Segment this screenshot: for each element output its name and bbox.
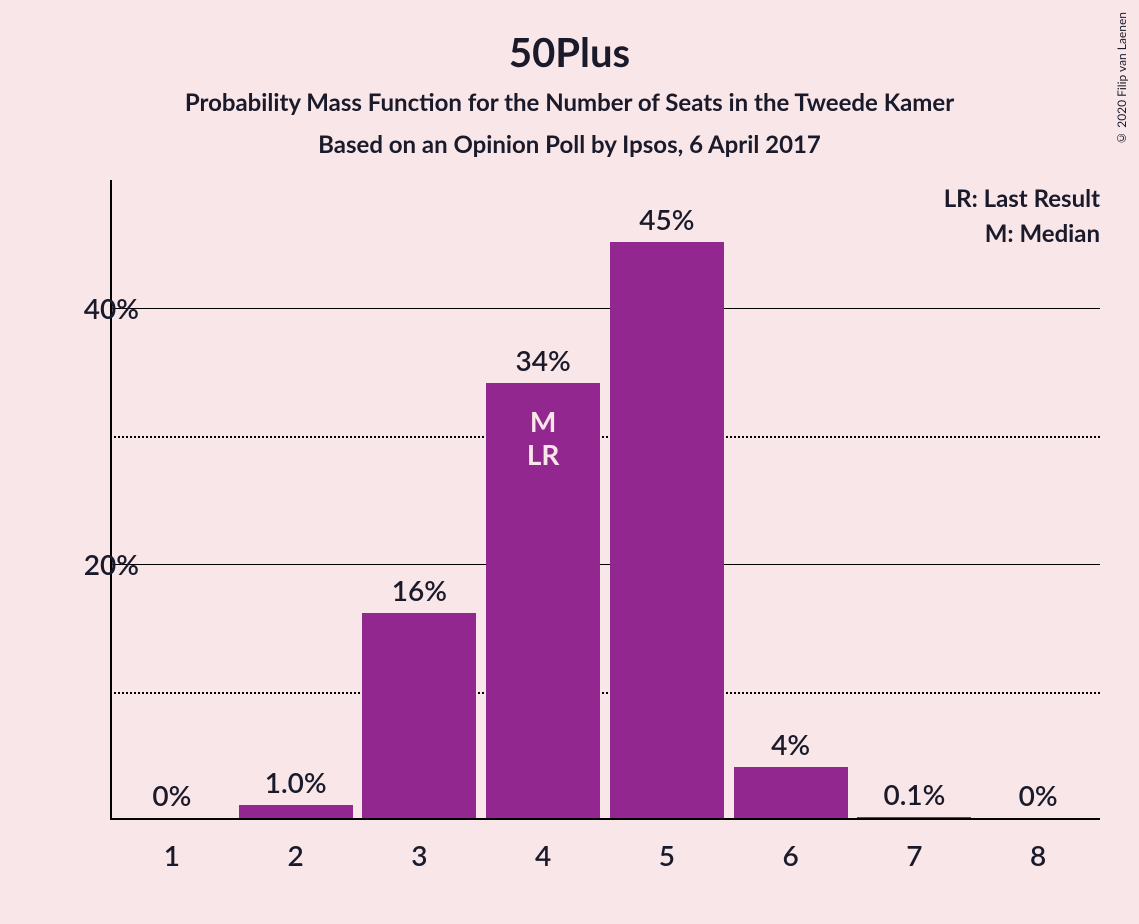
legend-m: M: Median — [944, 219, 1100, 248]
bar-inner-label: MLR — [527, 405, 560, 472]
bar — [734, 767, 848, 818]
x-tick-label: 1 — [164, 838, 180, 872]
legend-lr: LR: Last Result — [944, 184, 1100, 213]
bar-value-label: 34% — [516, 343, 571, 377]
x-tick-label: 8 — [1030, 838, 1046, 872]
y-axis — [110, 180, 112, 820]
bar-value-label: 0% — [152, 778, 191, 812]
bar-value-label: 1.0% — [265, 765, 327, 799]
gridline-major — [110, 564, 1100, 565]
legend: LR: Last Result M: Median — [944, 184, 1100, 254]
x-tick-label: 2 — [288, 838, 304, 872]
x-tick-label: 5 — [659, 838, 675, 872]
bar-value-label: 4% — [771, 727, 810, 761]
gridline-minor — [110, 692, 1100, 694]
bar-value-label: 0% — [1019, 778, 1058, 812]
x-tick-label: 6 — [783, 838, 799, 872]
y-tick-label: 40% — [84, 291, 139, 325]
bar-value-label: 16% — [392, 573, 447, 607]
y-tick-label: 20% — [84, 547, 139, 581]
gridline-minor — [110, 436, 1100, 438]
bar — [239, 805, 353, 818]
plot-area: LR: Last Result M: Median 0% 1.0% 16% 34% ML… — [110, 180, 1100, 820]
x-tick-label: 3 — [411, 838, 427, 872]
bar — [362, 613, 476, 818]
chart-subtitle-2: Based on an Opinion Poll by Ipsos, 6 Apr… — [0, 130, 1139, 159]
x-axis — [110, 818, 1100, 820]
gridline-major — [110, 308, 1100, 309]
bar-value-label: 0.1% — [883, 777, 945, 811]
chart-subtitle-1: Probability Mass Function for the Number… — [0, 88, 1139, 117]
chart-title: 50Plus — [0, 28, 1139, 76]
x-tick-label: 4 — [535, 838, 551, 872]
x-tick-label: 7 — [906, 838, 922, 872]
bar-value-label: 45% — [639, 202, 694, 236]
bar — [610, 242, 724, 818]
bar — [857, 817, 971, 818]
